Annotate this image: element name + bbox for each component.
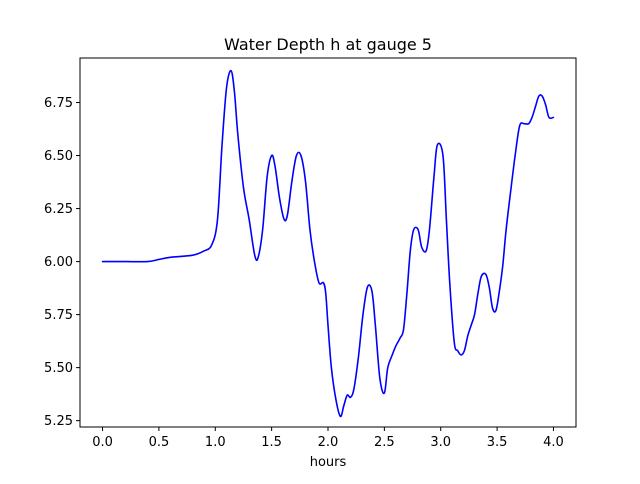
y-tick-label-1: 5.50 — [44, 361, 73, 376]
x-tick-label-3: 1.5 — [261, 435, 282, 450]
x-tick-label-8: 4.0 — [543, 435, 564, 450]
x-axis-label: hours — [310, 455, 347, 470]
y-tick-label-4: 6.25 — [44, 202, 73, 217]
chart-title: Water Depth h at gauge 5 — [224, 35, 432, 54]
x-tick-label-1: 0.5 — [149, 435, 170, 450]
series-layer — [101, 69, 555, 418]
x-tick-label-0: 0.0 — [92, 435, 113, 450]
y-tick-label-6: 6.75 — [44, 96, 73, 111]
x-tick-label-7: 3.5 — [487, 435, 508, 450]
x-tick-label-5: 2.5 — [374, 435, 395, 450]
x-tick-label-4: 2.0 — [318, 435, 339, 450]
y-tick-label-0: 5.25 — [44, 414, 73, 429]
y-tick-label-5: 6.50 — [44, 149, 73, 164]
x-tick-label-2: 1.0 — [205, 435, 226, 450]
y-tick-label-3: 6.00 — [44, 255, 73, 270]
axes-layer: 0.0 0.5 1.0 1.5 2.0 2.5 3.0 3.5 4.0 5.25 5.50 5.75 6… — [44, 57, 577, 450]
series-line-0 — [101, 69, 555, 418]
y-tick-label-2: 5.75 — [44, 308, 73, 323]
x-tick-label-6: 3.0 — [430, 435, 451, 450]
